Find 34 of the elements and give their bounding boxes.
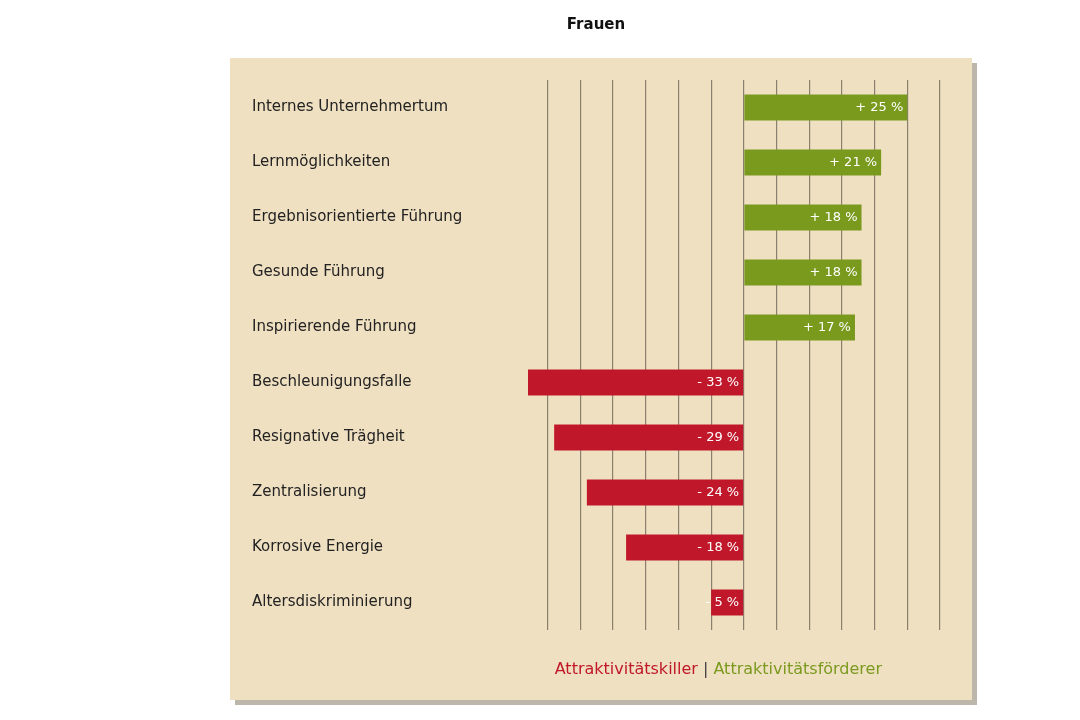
- bar: [744, 259, 862, 286]
- bar: [744, 149, 882, 176]
- y-tick-label: Inspirierende Führung: [252, 317, 417, 336]
- data-label: - 24 %: [697, 483, 740, 499]
- data-label: - 5 %: [705, 593, 740, 609]
- y-tick-label: Beschleunigungsfalle: [252, 372, 412, 391]
- text: |: [697, 659, 714, 679]
- chart-title: Frauen: [566, 14, 626, 33]
- data-label: + 25 %: [855, 98, 904, 114]
- data-label: - 29 %: [697, 428, 740, 444]
- y-tick-label: Zentralisierung: [252, 482, 367, 501]
- data-label: + 17 %: [802, 318, 851, 334]
- data-label: - 18 %: [697, 538, 740, 554]
- bar: [711, 589, 744, 616]
- y-tick-label: Korrosive Energie: [252, 537, 384, 556]
- bar: [744, 94, 908, 121]
- bar: [586, 479, 744, 506]
- data-label: + 21 %: [829, 153, 878, 169]
- text: Attraktivitätskiller: [554, 659, 699, 679]
- data-label: + 18 %: [809, 208, 858, 224]
- bar: [744, 204, 862, 231]
- bar: [744, 314, 855, 341]
- data-label: + 18 %: [809, 263, 858, 279]
- bar: [528, 369, 744, 396]
- y-tick-label: Lernmöglichkeiten: [252, 152, 391, 171]
- bar: [626, 534, 744, 561]
- y-tick-label: Ergebnisorientierte Führung: [252, 207, 463, 226]
- y-tick-label: Internes Unternehmertum: [252, 97, 449, 116]
- y-tick-label: Altersdiskriminierung: [252, 592, 413, 611]
- y-tick-label: Gesunde Führung: [252, 262, 385, 281]
- bar: [554, 424, 744, 451]
- data-label: - 33 %: [697, 373, 740, 389]
- text: Attraktivitätsförderer: [713, 659, 883, 679]
- y-tick-label: Resignative Trägheit: [252, 427, 405, 446]
